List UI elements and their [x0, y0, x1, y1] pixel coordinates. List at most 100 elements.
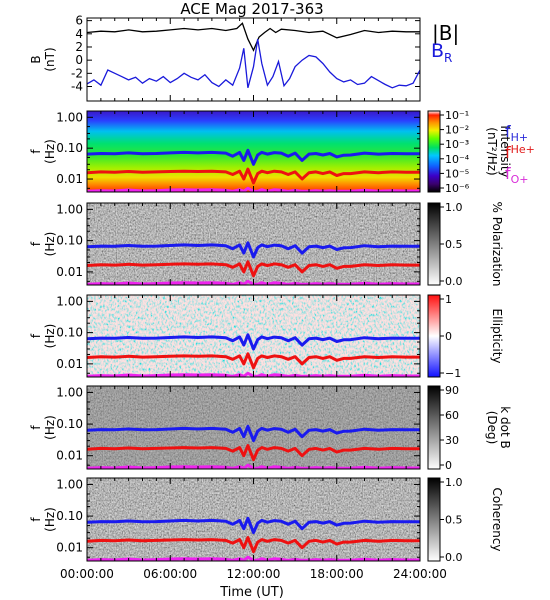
colorbar-tick-label: 0: [445, 330, 452, 343]
legend-f-o-main: f: [505, 164, 511, 183]
y-tick-label: 0.01: [56, 541, 83, 555]
legend-f-o: fO+: [505, 164, 529, 186]
line-f-o: [87, 463, 420, 469]
ylabel-main: f: [29, 333, 43, 338]
colorbar-tick-label: 60: [445, 409, 459, 422]
colorbar-label: Coherency: [490, 487, 504, 551]
panel-mag-ylabel: B(nT): [29, 47, 57, 71]
ylabel-unit: (Hz): [43, 415, 57, 440]
heatmap-ellipticity: [87, 295, 420, 377]
y-tick-label: 6: [75, 14, 83, 28]
y-tick-label: 0.10: [56, 141, 83, 155]
panel-kdotb: f(Hz) 1.00 0.10 0.01 90 60 30 0 k dot B(Deg): [29, 384, 512, 472]
colorbar-label: % Polarization: [490, 202, 504, 287]
y-tick-label: -2: [71, 66, 83, 80]
x-tick-label: 18:00:00: [310, 567, 364, 581]
colorbar-tick-label: 0.0: [445, 551, 463, 564]
y-tick-label: -4: [71, 80, 83, 94]
panel-intensity: f(Hz)1.000.100.0110⁻¹10⁻²10⁻³10⁻⁴10⁻⁵10⁻…: [29, 109, 512, 195]
x-axis: 00:00:00 06:00:00 12:00:00 18:00:00 24:00:00: [60, 567, 447, 581]
line-f-o: [87, 186, 420, 192]
chart-title: ACE Mag 2017-363: [180, 0, 323, 18]
legend-b-r: BR: [431, 40, 452, 65]
line-f-o: [87, 279, 420, 285]
colorbar-label-polarization: % Polarization: [490, 202, 504, 287]
y-tick-label: 0.01: [56, 357, 83, 371]
panel-ellipticity: f(Hz) 1.00 0.10 0.01 1 0 −1 Ellipticity: [29, 293, 504, 380]
heatmap-kdotb: [87, 386, 420, 469]
y-tick-label: 1.00: [56, 110, 83, 124]
ylabel-unit: (Hz): [43, 139, 57, 164]
colorbar-tick-label: 10⁻³: [445, 138, 469, 151]
y-tick-label: 2: [75, 40, 83, 54]
colorbar-tick-label: 1.0: [445, 476, 463, 489]
legend-b-r-sub: R: [444, 51, 452, 65]
colorbar-tick-label: 0.0: [445, 275, 463, 288]
x-tick-label: 00:00:00: [60, 567, 114, 581]
y-tick-label: 0.10: [56, 417, 83, 431]
line-f-he: [87, 352, 420, 370]
line-f-o: [87, 555, 420, 561]
colorbar-unit: (Deg): [485, 411, 499, 445]
y-tick-label: 4: [75, 27, 83, 41]
legend-f-h: fH+: [505, 122, 528, 144]
ylabel-unit: (Hz): [43, 507, 57, 532]
colorbar-label: Ellipticity: [490, 309, 504, 364]
colorbar-tick-label: 1.0: [445, 201, 463, 214]
y-tick-label: 1.00: [56, 202, 83, 216]
panel-polarization: f(Hz) 1.00 0.10 0.01 1.0 0.5 0.0 % Polarization: [29, 201, 504, 288]
colorbar-tick-label: −1: [445, 367, 461, 380]
ylabel-main: f: [29, 149, 43, 154]
colorbar-label-intensity: Intensity(nT²/Hz): [485, 125, 512, 177]
panel-coherency-ylabel: f(Hz): [29, 507, 57, 532]
line-f-h: [87, 424, 420, 443]
legend-b-total: |B|: [432, 21, 459, 45]
line-f-h: [87, 148, 420, 166]
ylabel-unit: (nT): [43, 47, 57, 71]
panel-polarization-ylabel: f(Hz): [29, 232, 57, 257]
y-tick-label: 0.01: [56, 172, 83, 186]
legend-f-he-sub: He+: [511, 143, 535, 156]
colorbar-label-kdotb: k dot B(Deg): [485, 406, 512, 448]
y-tick-label: 0.10: [56, 326, 83, 340]
colorbar-tick-label: 30: [445, 434, 459, 447]
y-tick-label: 0.01: [56, 449, 83, 463]
colorbar-tick-label: 1: [445, 293, 452, 306]
colorbar-label: Intensity: [498, 125, 512, 177]
ylabel-main: f: [29, 241, 43, 246]
colorbar-tick-label: 0.5: [445, 238, 463, 251]
legend-f-h-sub: H+: [511, 131, 529, 144]
x-axis-label: Time (UT): [219, 585, 284, 600]
mag-legend: |B| BR: [431, 21, 459, 65]
colorbar-kdotb: [427, 385, 441, 470]
line-f-h: [87, 333, 420, 351]
colorbar-ellipticity: [427, 294, 441, 378]
colorbar-tick-label: 0: [445, 459, 452, 472]
heatmap-intensity: [87, 111, 420, 192]
legend-f-h-main: f: [505, 122, 511, 141]
y-tick-label: 1.00: [56, 477, 83, 491]
legend-b-r-main: B: [431, 40, 444, 62]
series-b-total-line: [87, 22, 420, 52]
panel-kdotb-ylabel: f(Hz): [29, 415, 57, 440]
colorbar-tick-label: 10⁻¹: [445, 109, 469, 122]
ylabel-main: f: [29, 517, 43, 522]
legend-f-he: fHe+: [505, 143, 535, 162]
y-tick-label: 1.00: [56, 385, 83, 399]
colorbar-tick-label: 10⁻²: [445, 124, 469, 137]
panel-ellipticity-ylabel: f(Hz): [29, 324, 57, 349]
freq-legend: fH+ fHe+ fO+: [505, 122, 535, 186]
y-tick-label: 1.00: [56, 294, 83, 308]
heatmap-coherency: [87, 478, 420, 561]
ylabel-main: B: [29, 55, 43, 63]
ylabel-unit: (Hz): [43, 324, 57, 349]
colorbar-tick-label: 90: [445, 384, 459, 397]
colorbar-label: k dot B: [498, 406, 512, 448]
line-f-h: [87, 516, 420, 535]
panel-intensity-ylabel: f(Hz): [29, 139, 57, 164]
panel-coherency: f(Hz) 1.00 0.10 0.01 1.0 0.5 0.0 Coherency: [29, 476, 504, 564]
y-tick-label: 0.10: [56, 234, 83, 248]
y-tick-label: 0.01: [56, 265, 83, 279]
